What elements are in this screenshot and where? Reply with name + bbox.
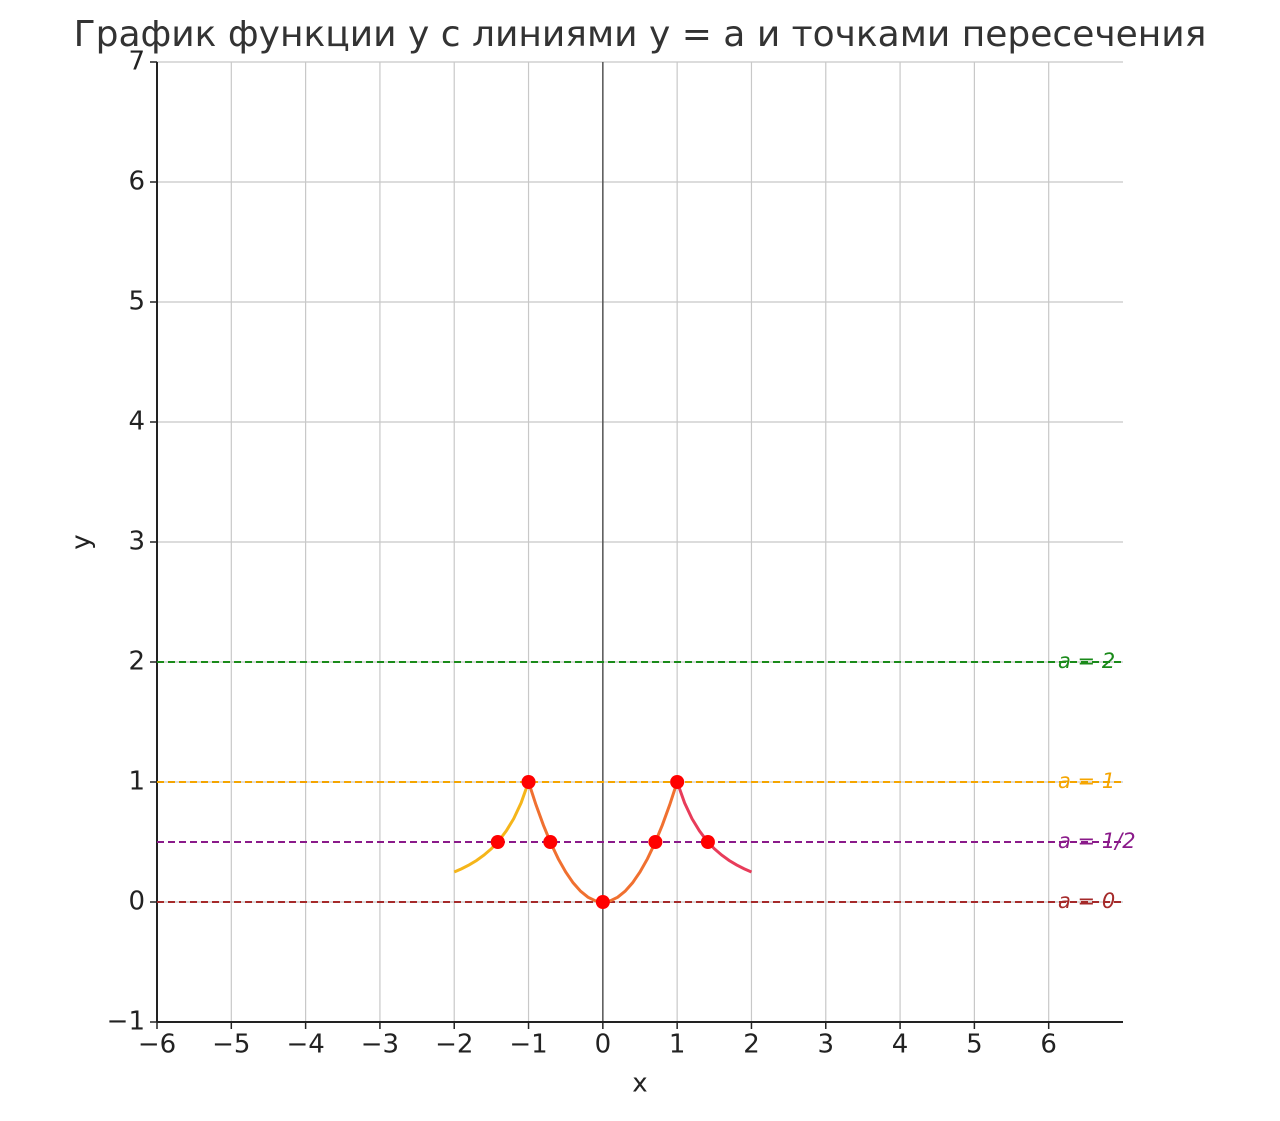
x-tick-label: −3 bbox=[361, 1030, 399, 1060]
x-tick-label: 3 bbox=[817, 1030, 834, 1060]
intersection-point bbox=[595, 895, 610, 909]
reference-label: a = 0 bbox=[1058, 889, 1115, 913]
reference-label: a = 1 bbox=[1058, 769, 1115, 793]
y-tick-label: −1 bbox=[107, 1007, 145, 1037]
x-axis-label: x bbox=[632, 1069, 647, 1099]
intersection-point bbox=[521, 775, 536, 789]
chart-title: График функции y с линиями y = a и точка… bbox=[74, 14, 1207, 55]
y-tick-label: 1 bbox=[128, 767, 145, 797]
y-tick-label: 5 bbox=[128, 287, 145, 317]
function-line bbox=[675, 781, 753, 874]
y-tick-label: 4 bbox=[128, 407, 145, 437]
x-tick-label: 5 bbox=[966, 1030, 983, 1060]
x-tick-label: −5 bbox=[212, 1030, 250, 1060]
y-tick-label: 3 bbox=[128, 527, 145, 557]
y-tick-label: 0 bbox=[128, 887, 145, 917]
x-tick-label: −4 bbox=[286, 1030, 324, 1060]
x-tick-label: 4 bbox=[892, 1030, 909, 1060]
intersection-point bbox=[670, 775, 685, 789]
x-tick-label: −2 bbox=[435, 1030, 473, 1060]
reference-label: a = 2 bbox=[1058, 649, 1115, 673]
x-tick-label: 1 bbox=[669, 1030, 686, 1060]
intersection-point bbox=[700, 835, 715, 849]
reference-label: a = 1/2 bbox=[1058, 829, 1136, 853]
x-tick-label: 2 bbox=[743, 1030, 760, 1060]
y-tick-label: 7 bbox=[128, 47, 145, 77]
y-axis-label: y bbox=[67, 534, 97, 549]
x-tick-label: 6 bbox=[1040, 1030, 1057, 1060]
intersection-point bbox=[543, 835, 558, 849]
function-line bbox=[453, 781, 530, 874]
y-tick-label: 6 bbox=[128, 167, 145, 197]
x-tick-label: −1 bbox=[509, 1030, 547, 1060]
x-tick-label: 0 bbox=[595, 1030, 612, 1060]
y-tick-label: 2 bbox=[128, 647, 145, 677]
intersection-point bbox=[648, 835, 663, 849]
intersection-point bbox=[490, 835, 505, 849]
x-tick-label: −6 bbox=[138, 1030, 176, 1060]
